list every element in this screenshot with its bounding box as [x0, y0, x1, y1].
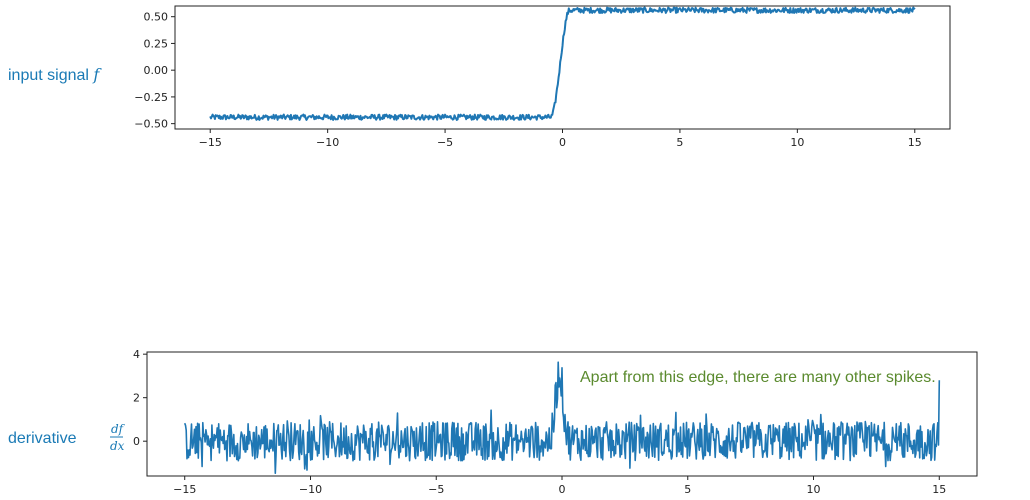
- top-plot-frame: [174, 5, 951, 130]
- derivative-denominator: dx: [110, 439, 125, 453]
- bottom-xtick-label: −15: [173, 483, 196, 496]
- top-ticks: −15 −10 −5 0 5 10 15 −0.50 −0.25 0.00 0.25 0.50: [134, 11, 921, 149]
- top-ytick-label: −0.25: [134, 91, 168, 104]
- top-ytick-label: 0.50: [144, 11, 169, 24]
- top-xtick-label: 10: [790, 136, 804, 149]
- input-signal-line: [209, 6, 916, 121]
- edge-annotation: Apart from this edge, there are many oth…: [580, 369, 936, 386]
- input-signal-chart: −15 −10 −5 0 5 10 15 −0.50 −0.25 0.00 0.25 0.50: [134, 5, 951, 149]
- bottom-xtick-label: 5: [684, 483, 691, 496]
- bottom-ticks: −15 −10 −5 0 5 10 15 0 2 4: [133, 348, 946, 496]
- top-ytick-label: 0.00: [144, 64, 169, 77]
- derivative-chart: −15 −10 −5 0 5 10 15 0 2 4: [133, 348, 978, 496]
- top-xtick-label: −15: [199, 136, 222, 149]
- top-xtick-label: 15: [908, 136, 922, 149]
- input-label-var: f: [92, 65, 102, 84]
- bottom-xtick-label: 10: [807, 483, 821, 496]
- bottom-ytick-label: 0: [133, 435, 140, 448]
- bottom-xtick-label: −10: [299, 483, 322, 496]
- top-ytick-label: 0.25: [144, 37, 169, 50]
- input-signal-label: input signal f: [8, 65, 102, 84]
- bottom-xtick-label: 15: [932, 483, 946, 496]
- derivative-numerator: df: [111, 422, 126, 436]
- bottom-xtick-label: −5: [428, 483, 444, 496]
- derivative-label-text: derivative: [8, 430, 77, 447]
- bottom-ytick-label: 2: [133, 392, 140, 405]
- bottom-xtick-label: 0: [559, 483, 566, 496]
- top-xtick-label: 5: [676, 136, 683, 149]
- top-xtick-label: −5: [437, 136, 453, 149]
- bottom-ytick-label: 4: [133, 348, 140, 361]
- top-ytick-label: −0.50: [134, 118, 168, 131]
- input-label-text: input signal: [8, 67, 93, 84]
- top-xtick-label: 0: [559, 136, 566, 149]
- top-xtick-label: −10: [316, 136, 339, 149]
- derivative-line: [183, 361, 941, 474]
- derivative-label: derivative df dx: [8, 422, 126, 453]
